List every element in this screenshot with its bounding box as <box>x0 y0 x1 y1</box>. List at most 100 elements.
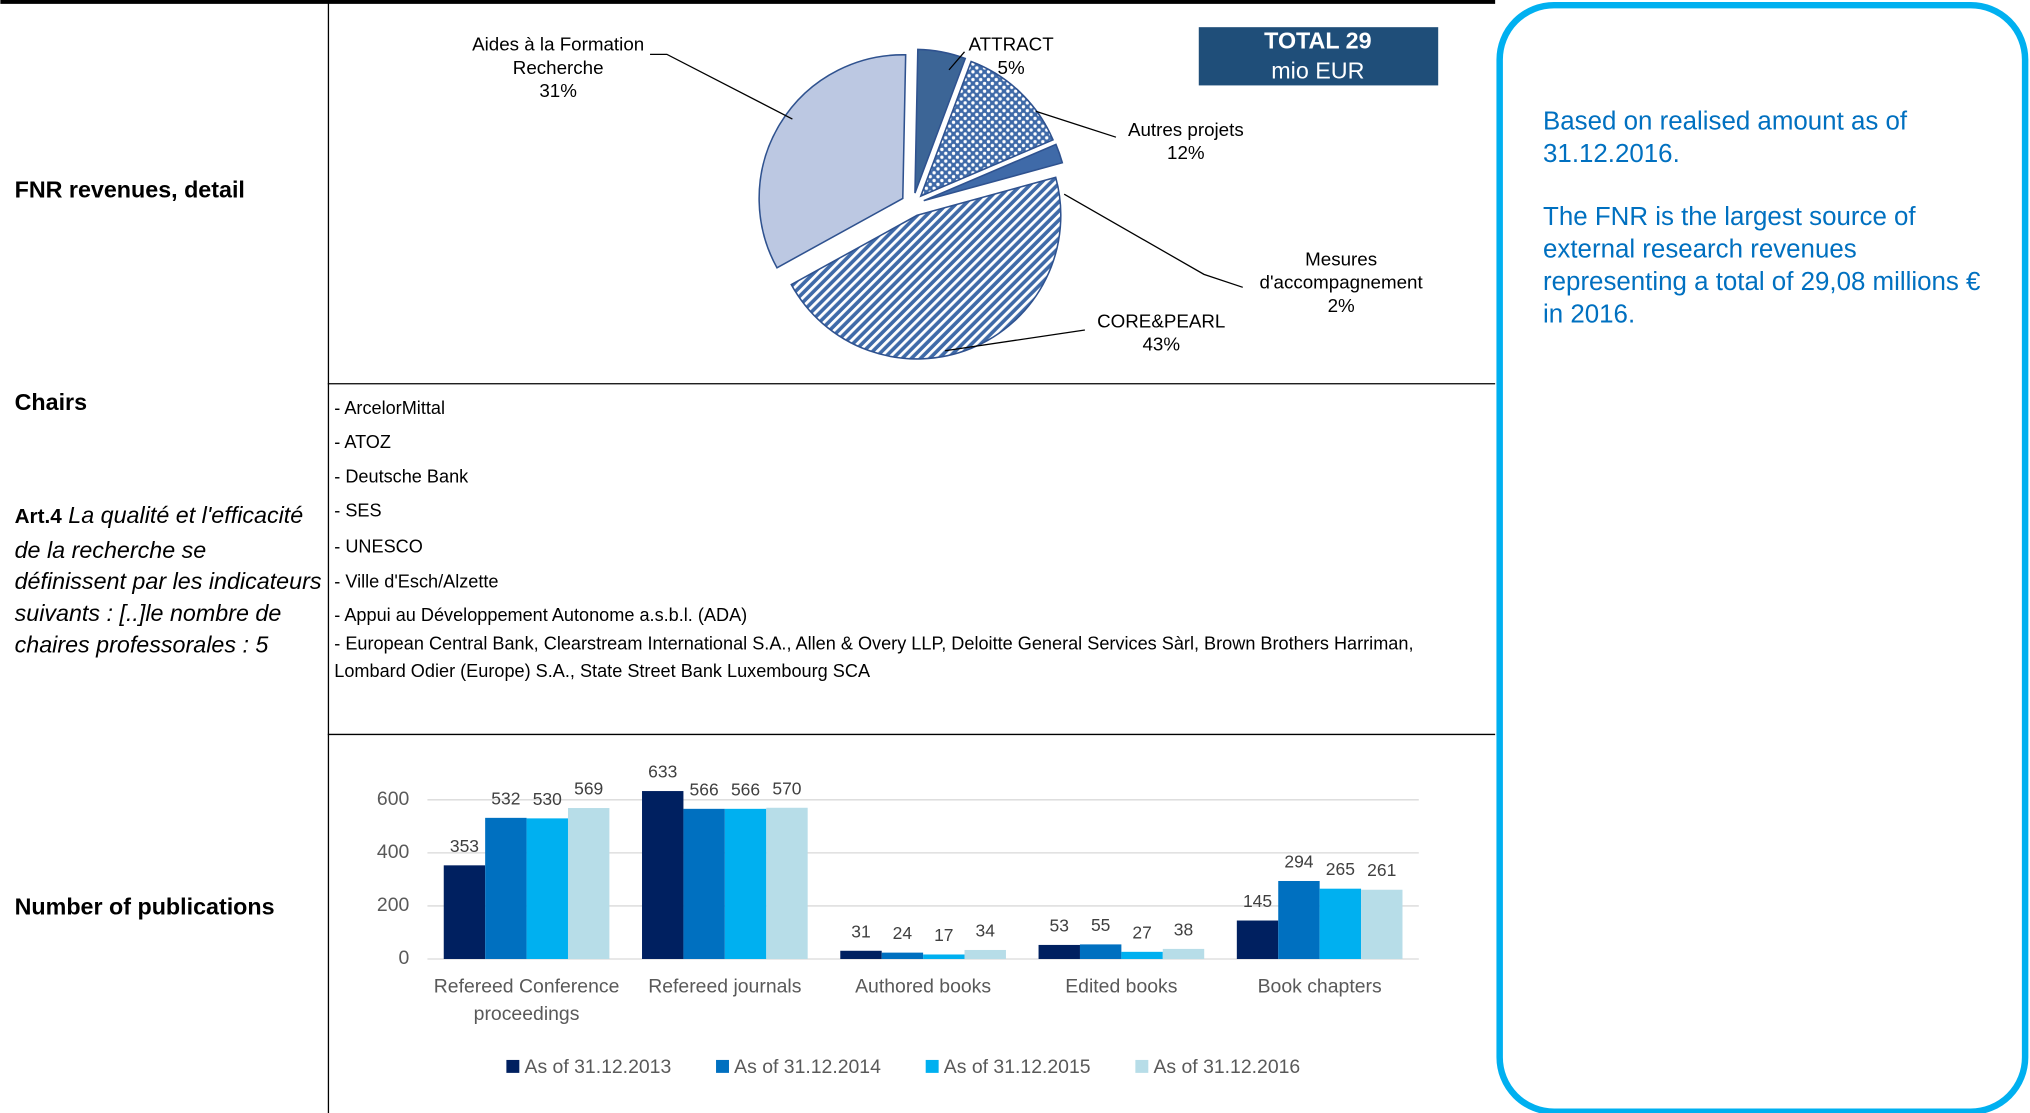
bar <box>526 818 568 959</box>
note-paragraph: Based on realised amount as of 31.12.201… <box>1543 107 1908 169</box>
pie-slice <box>790 176 1062 360</box>
article-box: Art.4 La qualité et l'efficacité de la r… <box>15 500 323 661</box>
bar-value-label: 17 <box>934 925 953 945</box>
y-tick-label: 600 <box>377 788 410 810</box>
row-label: Number of publications <box>15 894 275 920</box>
chair-item-box: - ArcelorMittal <box>334 397 446 419</box>
pie-category: CORE&PEARL <box>1097 311 1226 333</box>
bar <box>1162 948 1205 959</box>
chair-item: - Appui au Développement Autonome a.s.b.… <box>334 604 748 626</box>
x-tick-label-box: Refereed Conference proceedings <box>433 975 620 1025</box>
legend-swatch <box>716 1059 729 1073</box>
pie-value: 12% <box>1167 143 1205 165</box>
pie-slice <box>919 60 1055 198</box>
x-tick-label: Edited books <box>1065 975 1178 998</box>
pie-slice <box>923 143 1064 202</box>
pie-label: Autres projets 12% <box>1082 119 1289 166</box>
bar <box>1278 880 1320 959</box>
bar-value-label: 38 <box>1174 919 1193 939</box>
bar-value-label: 27 <box>1132 922 1151 942</box>
pie-category: Aides à la Formation Recherche <box>472 34 645 79</box>
bar-value-label: 566 <box>690 779 719 799</box>
bar <box>881 952 924 959</box>
pie-category: ATTRACT <box>968 34 1054 56</box>
pie-label: CORE&PEARL 43% <box>1058 311 1265 358</box>
bar-value-label: 566 <box>731 779 760 799</box>
row-label: FNR revenues, detail <box>15 177 245 203</box>
x-tick-label: Authored books <box>855 975 992 998</box>
bar <box>1079 944 1122 959</box>
total-bold: TOTAL 29 <box>1264 28 1371 54</box>
leader-line <box>948 51 966 71</box>
bar-value-label: 353 <box>450 836 479 856</box>
pie-label: Mesures d'accompagnement 2% <box>1238 248 1445 318</box>
bar-value-label: 530 <box>533 789 562 809</box>
leader-line <box>1035 110 1117 138</box>
pie-value: 43% <box>1142 335 1181 356</box>
bar-value-label: 570 <box>772 778 801 798</box>
bar <box>567 808 610 959</box>
chair-item: - Deutsche Bank <box>334 465 469 487</box>
y-tick-label: 400 <box>377 841 410 863</box>
x-tick-label: Refereed Conference proceedings <box>433 975 620 1025</box>
bar <box>923 954 965 959</box>
x-tick-label-box: Edited books <box>1065 975 1178 998</box>
bar-value-label: 145 <box>1243 891 1272 911</box>
bar <box>1319 888 1362 959</box>
pie-value: 2% <box>1327 296 1355 318</box>
y-tick-label: 200 <box>377 894 410 916</box>
x-tick-label-box: Book chapters <box>1257 975 1382 998</box>
chair-item: - SES <box>334 499 382 521</box>
note-box <box>1496 1 2029 1113</box>
bar <box>485 817 527 959</box>
pie-value: 31% <box>539 81 577 103</box>
leader-line <box>945 329 1085 352</box>
bar <box>1361 889 1403 959</box>
chair-item: - Ville d'Esch/Alzette <box>334 570 499 592</box>
bar <box>683 808 725 959</box>
legend-swatch <box>506 1059 520 1073</box>
chair-item: - UNESCO <box>334 535 423 557</box>
pie-category: Mesures d'accompagnement <box>1259 249 1423 294</box>
bar-value-label: 569 <box>574 779 603 799</box>
pie-label: ATTRACT 5% <box>908 34 1115 81</box>
bar-value-label: 55 <box>1091 915 1110 935</box>
pie-slice <box>914 48 967 194</box>
bar-value-label: 53 <box>1050 915 1069 935</box>
legend-label: As of 31.12.2015 <box>944 1056 1091 1078</box>
bar-value-label: 294 <box>1284 851 1313 871</box>
bar-value-label: 34 <box>976 920 996 940</box>
total-text: mio EUR <box>1271 58 1364 84</box>
row-label: Chairs <box>15 389 87 415</box>
note-paragraph: The FNR is the largest source of externa… <box>1543 203 1981 329</box>
article: Art.4 La qualité et l'efficacité de la r… <box>15 500 323 661</box>
legend-label: As of 31.12.2014 <box>734 1056 881 1078</box>
x-tick-label: Refereed journals <box>648 975 802 998</box>
note: Based on realised amount as of 31.12.201… <box>1543 106 1983 331</box>
chair-item-box: - European Central Bank, Clearstream Int… <box>334 632 1414 681</box>
pie-label: Aides à la Formation Recherche 31% <box>455 34 662 104</box>
legend-swatch <box>1135 1059 1149 1073</box>
bar <box>443 865 486 959</box>
legend-label: As of 31.12.2013 <box>525 1056 672 1078</box>
chair-item-box: - SES <box>334 499 382 521</box>
bar <box>642 791 684 959</box>
x-tick-label-box: Authored books <box>855 975 992 998</box>
bar-value-label: 261 <box>1367 860 1396 880</box>
bar-value-label: 24 <box>893 923 913 943</box>
total-label: TOTAL 29 <box>1264 28 1371 54</box>
chair-item: - European Central Bank, Clearstream Int… <box>334 632 1414 681</box>
bar <box>1038 944 1080 959</box>
bar-value-label: 31 <box>851 921 870 941</box>
legend-label: As of 31.12.2016 <box>1153 1056 1300 1078</box>
bar-value-label: 265 <box>1326 859 1355 879</box>
chair-item-box: - Deutsche Bank <box>334 465 469 487</box>
chair-item: - ArcelorMittal <box>334 397 446 419</box>
x-tick-label: Book chapters <box>1257 975 1382 998</box>
bar-value-label: 633 <box>648 762 677 782</box>
